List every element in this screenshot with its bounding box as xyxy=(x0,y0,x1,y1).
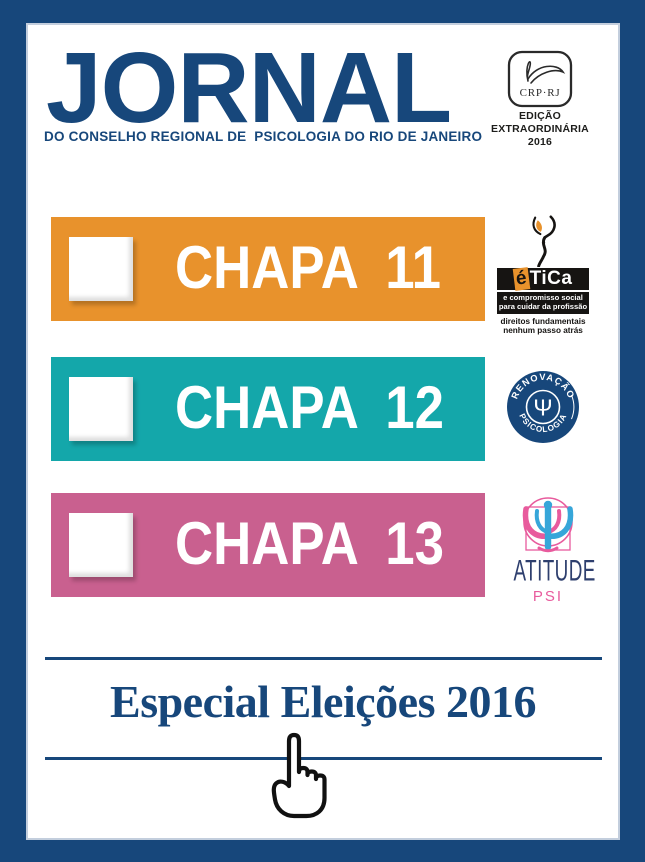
chapa-13-label: CHAPA 13 xyxy=(175,510,444,578)
journal-subtitle: DO CONSELHO REGIONAL DE PSICOLOGIA DO RI… xyxy=(44,129,483,144)
etica-slogan: direitos fundamentais nenhum passo atrás xyxy=(500,317,586,336)
atitude-psi-icon xyxy=(522,497,574,553)
chapa-11-checkbox[interactable] xyxy=(69,237,133,301)
chapa-11-label: CHAPA 11 xyxy=(175,234,442,302)
atitude-psi-logo: ATITUDE PSI xyxy=(506,496,596,605)
crp-rj-logo: CRP·RJ xyxy=(507,50,573,108)
crp-rj-logo-text: CRP·RJ xyxy=(520,87,561,99)
chapa-13-bar[interactable]: CHAPA 13 xyxy=(51,493,485,597)
atitude-subtitle: PSI xyxy=(532,588,564,605)
chapa-12-checkbox[interactable] xyxy=(69,377,133,441)
chapa-13-number: 13 xyxy=(385,510,444,578)
chapa-13-checkbox[interactable] xyxy=(69,513,133,577)
chapa-12-number: 12 xyxy=(385,374,444,442)
renovacao-psicologia-logo: RENOVAÇÃO PSICOLOGIA Ψ xyxy=(507,371,579,443)
hand-pointer-icon xyxy=(271,732,327,819)
divider-bottom xyxy=(45,757,602,760)
headline-especial-eleicoes[interactable]: Especial Eleições 2016 xyxy=(110,676,536,727)
divider-top xyxy=(45,657,602,660)
etica-logo: éTiCa e compromisso social para cuidar d… xyxy=(497,215,589,336)
cover-page: JORNAL DO CONSELHO REGIONAL DE PSICOLOGI… xyxy=(28,25,618,838)
etica-wordmark: éTiCa xyxy=(497,267,589,291)
chapa-12-bar[interactable]: CHAPA 12 xyxy=(51,357,485,461)
edition-label: EDIÇÃO EXTRAORDINÁRIA 2016 xyxy=(491,110,589,148)
journal-title: JORNAL xyxy=(46,32,452,144)
chapa-12-label: CHAPA 12 xyxy=(175,374,444,442)
etica-flame-icon xyxy=(532,215,556,267)
chapa-11-bar[interactable]: CHAPA 11 xyxy=(51,217,485,321)
chapa-11-number: 11 xyxy=(385,234,442,302)
etica-tagline: e compromisso social para cuidar da prof… xyxy=(497,292,589,315)
atitude-title: ATITUDE xyxy=(513,553,596,587)
renovacao-psi-glyph: Ψ xyxy=(533,395,552,421)
